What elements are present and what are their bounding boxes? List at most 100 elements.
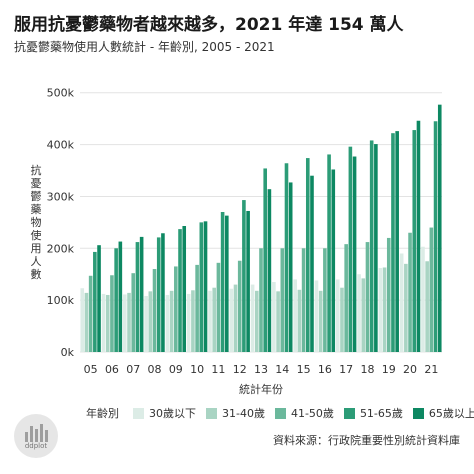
bar [314,280,319,352]
bar [391,133,395,352]
x-tick-label: 18 [360,363,374,376]
legend-item: 65歲以上 [412,405,474,421]
x-tick-label: 09 [169,363,183,376]
bar [272,282,276,352]
chart-title: 服用抗憂鬱藥物者越來越多，2021 年達 154 萬人 [14,15,404,35]
legend-swatch [133,407,144,419]
bar [97,245,101,352]
bar [352,156,357,352]
bar [259,248,263,352]
bar [374,144,378,352]
legend-label: 65歲以上 [428,407,474,420]
x-tick-label: 14 [275,363,289,376]
bar [135,242,140,352]
y-axis-label: 抗憂鬱藥物使用人數 [31,163,42,281]
y-axis-label-char: 藥 [31,203,42,216]
bar [80,288,85,352]
bar [280,248,285,352]
bar [437,104,442,353]
bar [369,140,374,352]
bar [288,182,293,352]
bar [404,263,408,352]
bar [323,248,327,352]
bar [93,251,97,352]
x-tick-label: 17 [339,363,353,376]
bar [425,261,429,352]
bar [331,169,336,352]
bar [84,292,89,352]
x-tick-label: 15 [297,363,311,376]
chart-subtitle: 抗憂鬱藥物使用人數統計 - 年齡別, 2005 - 2021 [14,40,275,54]
bar [191,290,195,352]
bar [131,273,136,352]
legend-label: 30歲以下 [149,407,196,420]
legend-swatch [412,407,424,419]
bar [195,264,199,352]
bar [165,294,170,352]
x-axis-label: 統計年份 [239,382,283,396]
legend-label: 41-50歲 [290,407,334,420]
bar [357,274,361,352]
bar [199,222,204,352]
bar [220,212,225,352]
x-tick-label: 06 [105,363,119,376]
legend-title: 年齡別 [86,407,119,420]
bar [156,237,161,352]
legend-item: 30歲以下 [133,405,196,421]
legend-label: 51-65歲 [359,407,403,420]
x-tick-label: 16 [318,363,332,376]
bar [110,275,114,352]
bar [305,158,310,352]
bar [88,275,93,352]
bar [293,279,297,352]
bar [114,248,118,352]
x-tick-label: 05 [84,363,98,376]
bar [182,226,187,352]
bar [378,268,383,352]
bar [233,284,238,352]
bar [105,294,110,352]
x-tick-label: 07 [126,363,140,376]
legend-item: 51-65歲 [343,405,403,421]
bar [169,290,174,352]
legend-label: 31-40歲 [222,407,265,420]
bar [340,287,344,352]
bar [216,262,221,352]
y-tick-label: 200k [47,242,75,255]
bar [412,130,417,352]
y-tick-label: 0k [61,346,75,359]
bar [395,131,399,352]
logo-bars-icon [25,424,48,442]
bar [399,253,404,352]
y-axis-label-char: 鬱 [31,190,42,203]
x-tick-label: 13 [254,363,268,376]
bar [429,227,434,352]
bar [318,290,323,352]
y-axis-label-char: 人 [31,255,42,268]
y-axis-label-char: 數 [31,268,42,281]
legend-swatch [206,407,217,419]
bar [361,278,366,352]
y-axis-label-char: 使 [31,229,42,242]
y-axis-label-char: 用 [31,242,42,255]
x-tick-label: 21 [424,363,438,376]
bar [152,269,157,352]
y-tick-label: 100k [47,294,75,307]
y-axis-label-char: 物 [31,215,42,229]
x-tick-label: 20 [403,363,417,376]
y-tick-label: 400k [47,139,75,152]
bar [139,236,144,352]
bar [301,248,306,352]
bar [335,279,340,352]
logo-text: ddplot [24,442,48,450]
y-axis-label-char: 憂 [31,177,42,190]
y-tick-label: 300k [47,190,75,203]
bar [174,266,178,352]
legend-item: 41-50歲 [274,405,334,421]
legend: 年齡別 30歲以下 31-40歲 41-50歲 51-65歲 65歲以上 [86,406,474,420]
bar [250,284,255,352]
bar [123,294,127,352]
bar [118,241,123,352]
bar [297,289,302,352]
source-note: 資料來源：行政院重要性別統計資料庫 [273,434,460,447]
